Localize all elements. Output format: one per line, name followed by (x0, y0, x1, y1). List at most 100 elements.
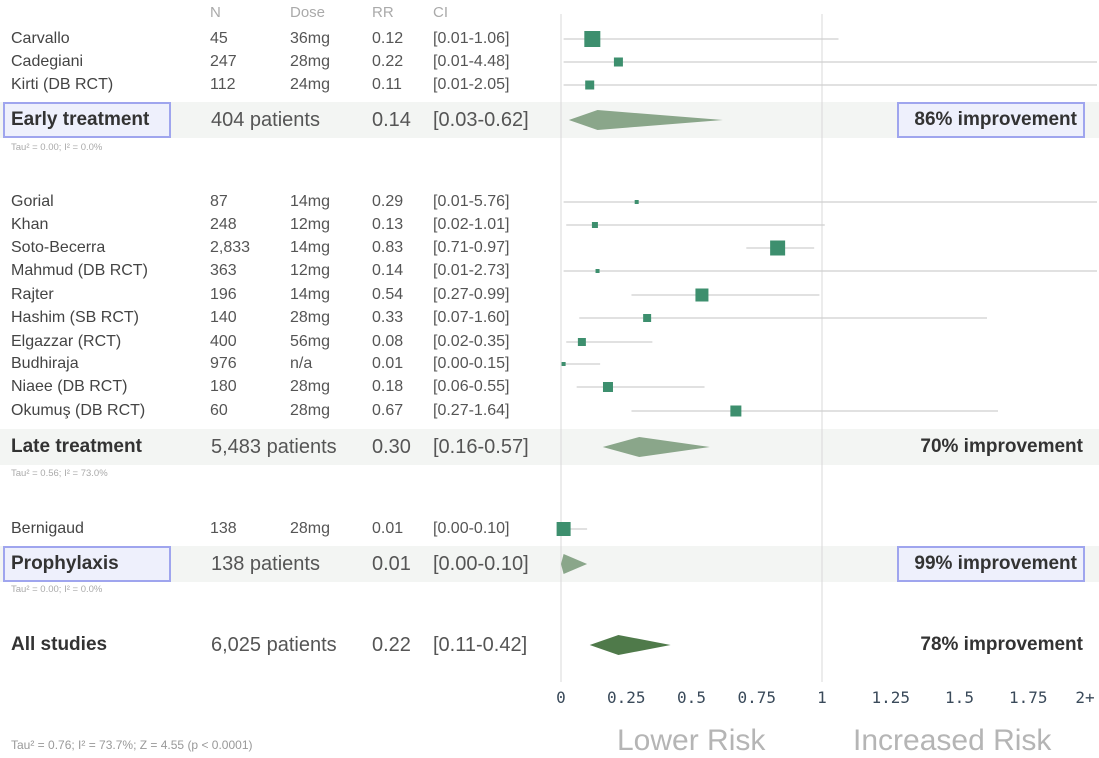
study-rr: 0.83 (372, 239, 404, 256)
study-n: 138 (210, 520, 237, 537)
study-dose: 36mg (290, 30, 331, 47)
study-ci: [0.06-0.55] (433, 378, 510, 395)
study-dose: 12mg (290, 262, 331, 279)
group-rr: 0.30 (372, 436, 411, 458)
study-rr: 0.01 (372, 520, 404, 537)
study-name: Kirti (DB RCT) (11, 76, 114, 93)
study-name: Carvallo (11, 30, 70, 47)
study-name: Elgazzar (RCT) (11, 333, 122, 350)
group-name: Early treatment (3, 102, 171, 138)
group-ci: [0.03-0.62] (433, 109, 529, 131)
study-ci: [0.01-1.06] (433, 30, 510, 47)
group-patients: 5,483 patients (211, 436, 337, 458)
group-rr: 0.14 (372, 109, 411, 131)
header-dose: Dose (290, 4, 326, 21)
group-patients: 404 patients (211, 109, 320, 131)
overall-ci: [0.11-0.42] (433, 634, 528, 656)
group-improvement: 86% improvement (897, 102, 1085, 138)
overall-improvement: 78% improvement (920, 634, 1083, 655)
study-ci: [0.02-1.01] (433, 216, 510, 233)
effect-marker (561, 362, 566, 366)
study-rr: 0.22 (372, 53, 404, 70)
effect-marker (634, 200, 639, 204)
group-name: Prophylaxis (3, 546, 171, 582)
study-name: Khan (11, 216, 49, 233)
study-name: Okumuş (DB RCT) (11, 402, 146, 419)
overall-heterogeneity-note: Tau² = 0.76; I² = 73.7%; Z = 4.55 (p < 0… (11, 738, 253, 752)
study-dose: 14mg (290, 286, 331, 303)
study-name: Cadegiani (11, 53, 84, 70)
group-summary-diamond (602, 437, 710, 457)
study-rr: 0.67 (372, 402, 404, 419)
study-n: 363 (210, 262, 237, 279)
effect-marker (585, 80, 595, 90)
group-band (0, 429, 1099, 465)
study-dose: 28mg (290, 53, 331, 70)
effect-marker (695, 288, 709, 302)
study-n: 112 (210, 76, 236, 93)
x-tick-label: 1 (817, 688, 827, 707)
study-rr: 0.08 (372, 333, 404, 350)
overall-summary-diamond (589, 635, 671, 655)
study-ci: [0.27-1.64] (433, 402, 510, 419)
study-name: Gorial (11, 193, 54, 210)
study-name: Hashim (SB RCT) (11, 309, 140, 326)
x-tick-label: 0 (556, 688, 566, 707)
study-ci: [0.02-0.35] (433, 333, 510, 350)
study-ci: [0.71-0.97] (433, 239, 510, 256)
study-dose: 28mg (290, 402, 331, 419)
study-n: 196 (210, 286, 237, 303)
x-tick-label: 1.75 (1008, 688, 1048, 707)
study-rr: 0.11 (372, 76, 402, 93)
group-improvement: 70% improvement (920, 436, 1083, 457)
study-dose: 14mg (290, 193, 331, 210)
study-rr: 0.12 (372, 30, 404, 47)
header-rr: RR (372, 4, 394, 21)
study-ci: [0.07-1.60] (433, 309, 510, 326)
effect-marker (730, 405, 742, 417)
group-ci: [0.16-0.57] (433, 436, 529, 458)
group-patients: 138 patients (211, 553, 320, 575)
study-dose: 28mg (290, 378, 331, 395)
study-n: 87 (210, 193, 228, 210)
study-n: 400 (210, 333, 237, 350)
overall-name: All studies (11, 634, 108, 655)
study-rr: 0.14 (372, 262, 404, 279)
study-n: 248 (210, 216, 237, 233)
study-ci: [0.01-5.76] (433, 193, 510, 210)
lower-risk-label: Lower Risk (617, 724, 766, 757)
study-name: Mahmud (DB RCT) (11, 262, 148, 279)
study-n: 976 (210, 355, 237, 372)
study-name: Soto-Becerra (11, 239, 106, 256)
group-improvement: 99% improvement (897, 546, 1085, 582)
header-n: N (210, 4, 221, 21)
study-ci: [0.01-2.05] (433, 76, 510, 93)
study-name: Niaee (DB RCT) (11, 378, 128, 395)
study-ci: [0.01-2.73] (433, 262, 510, 279)
study-n: 247 (210, 53, 237, 70)
effect-marker (591, 222, 598, 228)
study-dose: 28mg (290, 520, 331, 537)
study-n: 45 (210, 30, 228, 47)
study-ci: [0.00-0.15] (433, 355, 510, 372)
effect-marker (602, 382, 613, 392)
x-tick-label: 1.25 (871, 688, 911, 707)
study-n: 140 (210, 309, 237, 326)
group-heterogeneity: Tau² = 0.56; I² = 73.0% (11, 468, 108, 479)
study-dose: 12mg (290, 216, 331, 233)
study-rr: 0.01 (372, 355, 404, 372)
study-name: Rajter (11, 286, 54, 303)
overall-rr: 0.22 (372, 634, 411, 656)
study-dose: 28mg (290, 309, 331, 326)
x-tick-label: 0.25 (606, 688, 646, 707)
effect-marker (584, 31, 601, 47)
x-tick-label: 1.5 (945, 688, 974, 707)
study-ci: [0.00-0.10] (433, 520, 510, 537)
effect-marker (643, 314, 652, 322)
group-heterogeneity: Tau² = 0.00; I² = 0.0% (11, 584, 103, 595)
study-n: 180 (210, 378, 237, 395)
effect-marker (595, 269, 600, 273)
group-heterogeneity: Tau² = 0.00; I² = 0.0% (11, 142, 103, 153)
